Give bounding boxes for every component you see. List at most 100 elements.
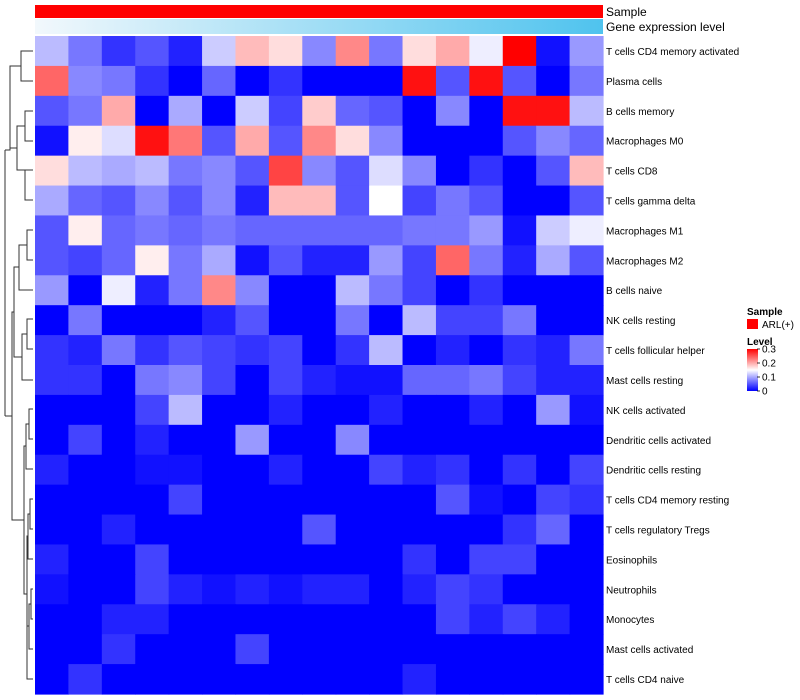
heatmap-cell bbox=[202, 335, 237, 366]
heatmap-cell bbox=[202, 125, 237, 157]
heatmap-cell bbox=[202, 245, 237, 276]
heatmap-cell bbox=[402, 65, 437, 97]
heatmap-cell bbox=[135, 544, 170, 575]
heatmap-cell bbox=[335, 275, 370, 306]
heatmap-cell bbox=[168, 394, 203, 426]
heatmap-cell bbox=[235, 544, 270, 575]
heatmap-cell bbox=[335, 305, 370, 336]
heatmap-cell bbox=[369, 305, 404, 336]
heatmap-cell bbox=[502, 36, 537, 67]
heatmap-cell bbox=[569, 514, 604, 546]
heatmap-cell bbox=[502, 65, 537, 97]
row-label: T cells gamma delta bbox=[606, 197, 696, 208]
heatmap-cell bbox=[68, 514, 103, 546]
heatmap-cell bbox=[202, 185, 237, 217]
heatmap-cell bbox=[402, 185, 437, 217]
heatmap-cell bbox=[168, 185, 203, 217]
heatmap-cell bbox=[35, 365, 70, 396]
heatmap-cell bbox=[35, 604, 70, 635]
heatmap-cell bbox=[302, 604, 337, 635]
heatmap-cell bbox=[202, 65, 237, 97]
heatmap-cell bbox=[268, 305, 303, 336]
heatmap-cell bbox=[302, 215, 337, 246]
heatmap-cell bbox=[502, 454, 537, 486]
heatmap-cell bbox=[35, 454, 70, 486]
heatmap-cell bbox=[235, 634, 270, 665]
heatmap-cell bbox=[235, 275, 270, 306]
heatmap-cell bbox=[402, 365, 437, 396]
heatmap-cell bbox=[502, 95, 537, 127]
legend-level-ticks: 0.3 0.2 0.1 0 bbox=[757, 345, 776, 398]
heatmap-cell bbox=[68, 36, 103, 67]
heatmap-cell bbox=[402, 664, 437, 695]
heatmap-cell bbox=[502, 544, 537, 575]
heatmap-cell bbox=[302, 95, 337, 127]
heatmap-cell bbox=[569, 664, 604, 695]
row-label: Macrophages M0 bbox=[606, 137, 684, 148]
heatmap-cell bbox=[435, 424, 470, 456]
heatmap-cell bbox=[469, 245, 504, 276]
heatmap-cell bbox=[369, 185, 404, 217]
heatmap-cell bbox=[68, 305, 103, 336]
heatmap-cell bbox=[469, 454, 504, 486]
heatmap-cell bbox=[302, 305, 337, 336]
heatmap-cell bbox=[369, 394, 404, 426]
heatmap-cell bbox=[335, 634, 370, 665]
heatmap-cell bbox=[469, 95, 504, 127]
heatmap-cell bbox=[268, 394, 303, 426]
row-label: NK cells activated bbox=[606, 406, 685, 417]
heatmap-cell bbox=[268, 514, 303, 546]
heatmap-cell bbox=[335, 335, 370, 366]
heatmap-cell bbox=[335, 544, 370, 575]
heatmap-cell bbox=[168, 65, 203, 97]
heatmap-cell bbox=[68, 664, 103, 695]
heatmap-cell bbox=[536, 544, 571, 575]
heatmap-cell bbox=[268, 125, 303, 157]
row-label: T cells CD8 bbox=[606, 167, 658, 178]
heatmap-cell bbox=[268, 544, 303, 575]
heatmap-cell bbox=[369, 365, 404, 396]
heatmap-cell bbox=[68, 95, 103, 127]
heatmap-cell bbox=[135, 125, 170, 157]
heatmap-cell bbox=[569, 95, 604, 127]
heatmap-cell bbox=[302, 65, 337, 97]
heatmap-cell bbox=[268, 365, 303, 396]
heatmap-cell bbox=[135, 604, 170, 635]
heatmap-cell bbox=[369, 275, 404, 306]
heatmap-cell bbox=[402, 155, 437, 187]
heatmap-cell bbox=[402, 305, 437, 336]
heatmap-cell bbox=[268, 275, 303, 306]
heatmap-cell bbox=[536, 514, 571, 546]
heatmap-cell bbox=[435, 604, 470, 635]
heatmap-cell bbox=[135, 335, 170, 366]
heatmap-cell bbox=[502, 424, 537, 456]
heatmap-cell bbox=[369, 36, 404, 67]
heatmap-cell bbox=[35, 424, 70, 456]
heatmap-cell bbox=[168, 155, 203, 187]
heatmap-cell bbox=[402, 95, 437, 127]
heatmap-cell bbox=[502, 664, 537, 695]
heatmap-cell bbox=[469, 484, 504, 516]
heatmap-cell bbox=[435, 634, 470, 665]
heatmap-cell bbox=[35, 574, 70, 605]
heatmap-cell bbox=[369, 65, 404, 97]
heatmap-cell bbox=[168, 125, 203, 157]
heatmap-cell bbox=[469, 365, 504, 396]
gene-expression-track-bar bbox=[35, 19, 603, 34]
heatmap-cell bbox=[402, 245, 437, 276]
heatmap-cell bbox=[536, 394, 571, 426]
row-label: Plasma cells bbox=[606, 77, 662, 88]
heatmap-cell bbox=[35, 484, 70, 516]
heatmap-cell bbox=[569, 574, 604, 605]
row-dendrogram bbox=[4, 50, 33, 680]
heatmap-cell bbox=[335, 36, 370, 67]
heatmap-cell bbox=[536, 215, 571, 246]
heatmap-cell bbox=[302, 125, 337, 157]
heatmap-cell bbox=[502, 215, 537, 246]
legend-level-colorbar bbox=[747, 349, 758, 391]
heatmap-cell bbox=[569, 454, 604, 486]
heatmap-cell bbox=[435, 305, 470, 336]
heatmap-cell bbox=[235, 484, 270, 516]
heatmap-cell bbox=[335, 514, 370, 546]
